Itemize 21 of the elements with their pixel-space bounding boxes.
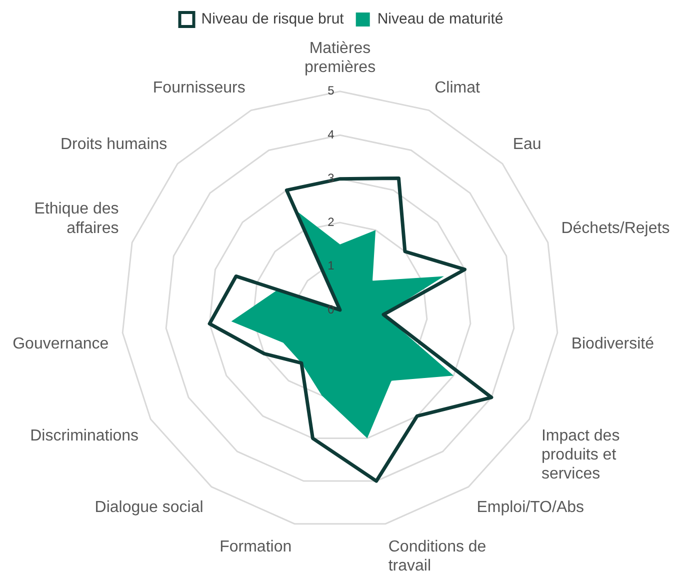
spoke-label: Fournisseurs xyxy=(152,79,246,96)
spoke-label: Matières premières xyxy=(304,40,376,76)
spoke-label: Impact des produits et services xyxy=(541,427,620,483)
spoke-label: Formation xyxy=(220,538,292,556)
spoke-label: Ethique des affaires xyxy=(34,200,119,237)
y-tick-label: 4 xyxy=(328,127,335,142)
spoke-label: Conditions de travail xyxy=(388,538,486,575)
y-tick-label: 2 xyxy=(328,214,335,229)
spoke-label: Discriminations xyxy=(30,427,139,444)
legend-label: Niveau de risque brut xyxy=(201,10,345,28)
legend-label: Niveau de maturité xyxy=(377,10,504,28)
spoke-label: Biodiversité xyxy=(571,335,654,352)
spoke-label: Climat xyxy=(434,79,480,96)
spoke-label: Droits humains xyxy=(60,136,168,154)
spoke-label: Dialogue social xyxy=(94,499,204,516)
y-tick-label: 1 xyxy=(328,258,335,273)
spoke-label: Gouvernance xyxy=(12,335,109,352)
spoke-label: Emploi/TO/Abs xyxy=(476,499,584,516)
spoke-label: Déchets/Rejets xyxy=(561,220,670,237)
y-tick-label: 5 xyxy=(328,84,335,98)
spoke-label: Eau xyxy=(512,136,542,154)
